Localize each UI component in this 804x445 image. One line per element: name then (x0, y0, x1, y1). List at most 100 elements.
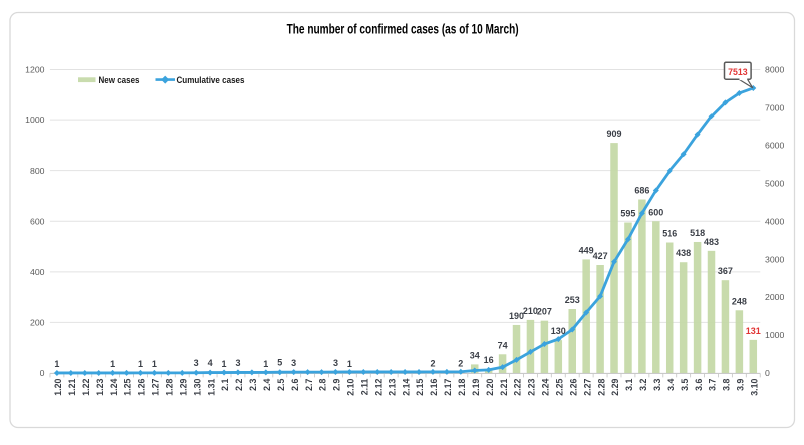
svg-text:1000: 1000 (765, 330, 784, 340)
svg-text:New cases: New cases (99, 75, 140, 86)
svg-text:1.22: 1.22 (81, 378, 91, 395)
svg-text:7000: 7000 (765, 103, 784, 113)
svg-text:1.30: 1.30 (192, 378, 202, 395)
svg-text:2.27: 2.27 (582, 378, 592, 395)
svg-text:2.9: 2.9 (332, 378, 342, 390)
svg-text:367: 367 (718, 266, 733, 276)
svg-text:16: 16 (484, 355, 494, 365)
svg-text:2: 2 (430, 358, 435, 368)
svg-text:1: 1 (54, 359, 59, 369)
svg-text:131: 131 (746, 326, 761, 336)
svg-text:1: 1 (152, 359, 157, 369)
svg-text:3.8: 3.8 (722, 378, 732, 390)
svg-text:600: 600 (648, 207, 663, 217)
svg-text:2.13: 2.13 (387, 378, 397, 395)
svg-text:1.28: 1.28 (165, 378, 175, 395)
svg-text:7513: 7513 (728, 67, 748, 78)
svg-text:2.26: 2.26 (568, 378, 578, 395)
svg-text:2.28: 2.28 (596, 378, 606, 395)
svg-text:6000: 6000 (765, 140, 784, 150)
svg-text:3.6: 3.6 (694, 378, 704, 390)
svg-text:2.15: 2.15 (415, 378, 425, 395)
svg-text:3.4: 3.4 (666, 378, 676, 390)
svg-text:400: 400 (30, 267, 45, 277)
svg-text:200: 200 (30, 318, 45, 328)
svg-text:3.10: 3.10 (750, 378, 760, 395)
svg-text:3: 3 (235, 358, 240, 368)
svg-text:2.8: 2.8 (318, 378, 328, 390)
svg-text:2.16: 2.16 (429, 378, 439, 395)
svg-text:1000: 1000 (25, 115, 44, 125)
svg-text:1.29: 1.29 (178, 378, 188, 395)
svg-text:2.5: 2.5 (276, 378, 286, 390)
svg-text:2.1: 2.1 (220, 378, 230, 390)
svg-text:0: 0 (765, 368, 770, 378)
svg-text:2.3: 2.3 (248, 378, 258, 390)
svg-text:253: 253 (565, 295, 580, 305)
svg-text:1: 1 (347, 359, 352, 369)
svg-text:1.26: 1.26 (137, 378, 147, 395)
svg-text:2.23: 2.23 (527, 378, 537, 395)
svg-text:1.25: 1.25 (123, 378, 133, 395)
svg-text:1.21: 1.21 (67, 378, 77, 395)
svg-text:2.10: 2.10 (346, 378, 356, 395)
svg-text:2.14: 2.14 (401, 378, 411, 395)
svg-text:1: 1 (263, 359, 268, 369)
svg-text:2.2: 2.2 (234, 378, 244, 390)
svg-text:1200: 1200 (25, 65, 44, 75)
svg-text:2.22: 2.22 (513, 378, 523, 395)
svg-text:427: 427 (593, 251, 608, 261)
svg-text:2.20: 2.20 (485, 378, 495, 395)
svg-text:1: 1 (138, 359, 143, 369)
svg-text:2: 2 (458, 358, 463, 368)
svg-text:516: 516 (662, 229, 677, 239)
svg-text:2.25: 2.25 (555, 378, 565, 395)
svg-text:518: 518 (690, 228, 705, 238)
svg-text:5000: 5000 (765, 178, 784, 188)
svg-text:2.17: 2.17 (443, 378, 453, 395)
svg-text:130: 130 (551, 326, 566, 336)
svg-text:4000: 4000 (765, 216, 784, 226)
svg-text:2.29: 2.29 (610, 378, 620, 395)
svg-text:595: 595 (620, 209, 635, 219)
svg-text:1.23: 1.23 (95, 378, 105, 395)
svg-text:1.27: 1.27 (151, 378, 161, 395)
svg-text:3: 3 (291, 358, 296, 368)
svg-text:686: 686 (634, 186, 649, 196)
svg-text:3: 3 (333, 358, 338, 368)
svg-text:2.19: 2.19 (471, 378, 481, 395)
svg-text:3000: 3000 (765, 254, 784, 264)
svg-text:8000: 8000 (765, 65, 784, 75)
svg-text:2.18: 2.18 (457, 378, 467, 395)
svg-text:0: 0 (40, 368, 45, 378)
svg-text:2.12: 2.12 (373, 378, 383, 395)
svg-text:2000: 2000 (765, 292, 784, 302)
svg-text:1.31: 1.31 (206, 378, 216, 395)
svg-text:210: 210 (523, 306, 538, 316)
svg-text:207: 207 (537, 307, 552, 317)
svg-text:2.24: 2.24 (541, 378, 551, 395)
svg-text:34: 34 (470, 350, 480, 360)
svg-text:3.1: 3.1 (624, 378, 634, 390)
svg-text:2.7: 2.7 (304, 378, 314, 390)
svg-text:3.5: 3.5 (680, 378, 690, 390)
svg-text:3.7: 3.7 (708, 378, 718, 390)
svg-text:2.4: 2.4 (262, 378, 272, 390)
svg-text:1: 1 (110, 359, 115, 369)
svg-text:5: 5 (277, 358, 282, 368)
svg-text:248: 248 (732, 296, 747, 306)
svg-text:4: 4 (208, 358, 213, 368)
svg-text:3: 3 (194, 358, 199, 368)
svg-text:190: 190 (509, 311, 524, 321)
svg-text:1.24: 1.24 (109, 378, 119, 395)
svg-text:The number of confirmed cases: The number of confirmed cases (as of 10 … (287, 21, 519, 37)
svg-text:1: 1 (222, 359, 227, 369)
svg-text:2.6: 2.6 (290, 378, 300, 390)
svg-text:909: 909 (607, 129, 622, 139)
svg-text:449: 449 (579, 245, 594, 255)
svg-text:2.11: 2.11 (360, 378, 370, 395)
svg-text:800: 800 (30, 166, 45, 176)
svg-text:Cumulative cases: Cumulative cases (177, 75, 245, 86)
svg-text:3.9: 3.9 (736, 378, 746, 390)
svg-text:438: 438 (676, 248, 691, 258)
